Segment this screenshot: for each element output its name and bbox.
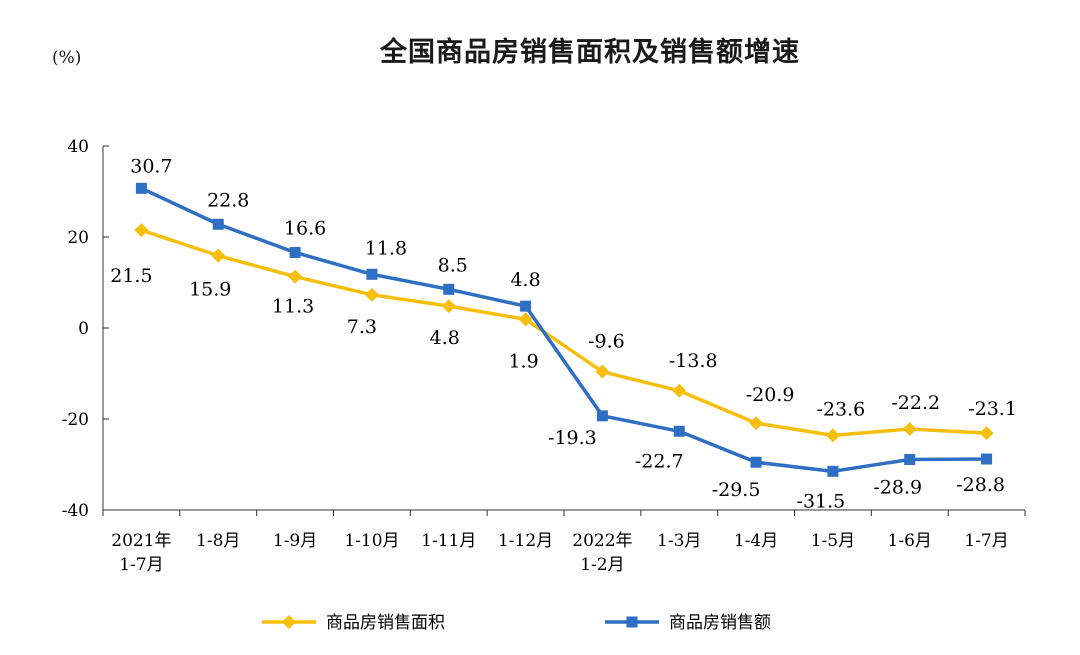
x-tick-label: 1-12月 <box>498 531 553 551</box>
x-tick-label: 1-7月 <box>119 555 163 575</box>
data-label: 21.5 <box>110 265 152 287</box>
data-label: 11.3 <box>272 296 314 318</box>
data-point-marker <box>518 312 533 327</box>
data-point-marker <box>134 223 149 238</box>
x-tick-label: 1-8月 <box>196 531 240 551</box>
y-tick-label: 40 <box>67 137 89 157</box>
data-point-marker <box>135 182 147 194</box>
x-tick-label: 1-7月 <box>964 531 1008 551</box>
x-tick-label: 1-6月 <box>888 531 932 551</box>
x-tick-label: 1-10月 <box>344 531 399 551</box>
y-tick-label: 20 <box>67 228 89 248</box>
data-point-marker <box>520 300 532 312</box>
x-tick-label: 2021年 <box>111 531 171 551</box>
data-label: -31.5 <box>797 490 846 512</box>
data-point-marker <box>289 246 301 258</box>
data-point-marker <box>211 248 226 263</box>
data-label: 11.8 <box>365 237 407 259</box>
data-label: 1.9 <box>508 350 538 372</box>
data-point-marker <box>441 299 456 314</box>
data-point-marker <box>672 383 687 398</box>
chart-title: 全国商品房销售面积及销售额增速 <box>380 37 800 68</box>
data-point-marker <box>749 416 764 431</box>
x-tick-label: 1-2月 <box>580 555 624 575</box>
data-label: 4.8 <box>510 269 540 291</box>
data-label: 7.3 <box>347 316 377 338</box>
data-point-marker <box>366 268 378 280</box>
data-label: -23.1 <box>968 398 1017 420</box>
data-point-marker <box>364 287 379 302</box>
y-tick-label: -40 <box>62 501 89 521</box>
data-label: 8.5 <box>438 254 468 276</box>
data-point-marker <box>595 364 610 379</box>
data-label: -13.8 <box>669 350 718 372</box>
data-label: -28.8 <box>956 474 1005 496</box>
data-point-marker <box>979 426 994 441</box>
data-point-marker <box>904 453 916 465</box>
y-tick-label: 0 <box>78 319 89 339</box>
data-label: -19.3 <box>548 427 597 449</box>
data-label: -28.9 <box>873 476 922 498</box>
x-tick-label: 1-9月 <box>273 531 317 551</box>
data-label: 30.7 <box>130 155 172 177</box>
data-point-marker <box>902 422 917 437</box>
data-label: -9.6 <box>588 331 625 353</box>
data-label: 15.9 <box>189 279 231 301</box>
x-tick-label: 1-3月 <box>657 531 701 551</box>
data-point-marker <box>596 410 608 422</box>
data-point-marker <box>212 218 224 230</box>
series-line <box>140 186 987 474</box>
legend-label: 商品房销售面积 <box>326 613 445 633</box>
data-label: -29.5 <box>712 479 761 501</box>
data-point-marker <box>827 465 839 477</box>
data-point-marker <box>825 428 840 443</box>
data-label: 16.6 <box>284 217 326 239</box>
legend-label: 商品房销售额 <box>669 613 771 633</box>
series-line <box>140 228 987 438</box>
y-tick-label: -20 <box>62 410 89 430</box>
legend-marker <box>626 616 638 628</box>
data-point-marker <box>288 269 303 284</box>
y-axis-unit-label: (%) <box>52 48 82 68</box>
data-label: -22.7 <box>635 450 684 472</box>
data-point-marker <box>673 425 685 437</box>
data-point-marker <box>981 453 993 465</box>
x-tick-label: 1-11月 <box>421 531 476 551</box>
data-point-marker <box>750 456 762 468</box>
data-label: 4.8 <box>430 327 460 349</box>
x-tick-label: 2022年 <box>572 531 632 551</box>
data-label: -20.9 <box>746 384 795 406</box>
x-tick-label: 1-5月 <box>811 531 855 551</box>
data-label: -23.6 <box>817 398 866 420</box>
data-point-marker <box>443 283 455 295</box>
x-tick-label: 1-4月 <box>734 531 778 551</box>
data-label: -22.2 <box>891 392 940 414</box>
data-label: 22.8 <box>207 189 249 211</box>
legend-marker <box>282 615 296 629</box>
